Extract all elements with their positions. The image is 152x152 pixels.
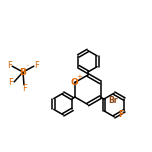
Text: F: F (8, 78, 13, 87)
Text: Br: Br (108, 96, 118, 105)
Text: F: F (22, 84, 27, 93)
Text: B: B (20, 68, 26, 77)
Text: F: F (7, 61, 12, 70)
Text: F: F (34, 61, 39, 70)
Text: O: O (71, 78, 78, 87)
Text: F: F (118, 110, 124, 119)
Text: ⁻: ⁻ (26, 64, 30, 70)
Text: +: + (76, 74, 82, 80)
